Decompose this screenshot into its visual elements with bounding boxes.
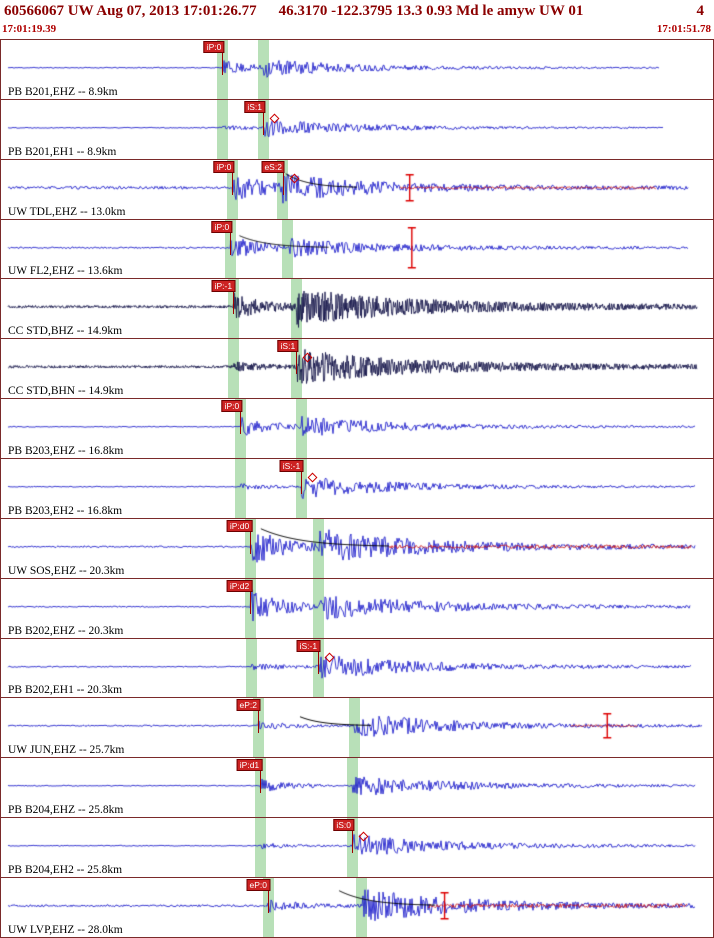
pick-flag[interactable]: iP:0: [203, 41, 225, 53]
waveform-canvas: [1, 159, 713, 219]
waveform-canvas: [1, 518, 713, 578]
trace-label: PB B201,EH1 -- 8.9km: [8, 145, 117, 158]
trace-row[interactable]: iS:1 CC STD,BHN -- 14.9km: [1, 339, 713, 400]
pick-flag[interactable]: eP:2: [236, 699, 261, 712]
waveform-canvas: [1, 878, 713, 937]
waveform-canvas: [1, 219, 713, 279]
waveform-canvas: [1, 459, 713, 518]
pick-overlays: iP:0: [1, 399, 713, 458]
pick-flag[interactable]: iS:1: [244, 100, 266, 113]
pick-flag[interactable]: iP:0: [211, 220, 233, 233]
window-end-time: 17:01:51.78: [656, 23, 711, 35]
pick-flag[interactable]: iS:-1: [279, 460, 304, 473]
waveform-canvas: [1, 698, 713, 758]
pick-flag[interactable]: iP:d1: [236, 759, 263, 772]
waveform-canvas: [1, 99, 713, 159]
window-start-time: 17:01:19.39: [2, 23, 57, 35]
trace-label: UW SOS,EHZ -- 20.3km: [8, 564, 125, 577]
trace-label: PB B201,EHZ -- 8.9km: [8, 85, 118, 98]
trace-row[interactable]: iP:0 PB B203,EHZ -- 16.8km: [1, 399, 713, 460]
pick-overlays: iP:-1: [1, 279, 713, 338]
pick-overlays: iS:1: [1, 339, 713, 398]
trace-row[interactable]: iP:d0 UW SOS,EHZ -- 20.3km: [1, 518, 713, 579]
pick-flag[interactable]: iS:1: [277, 340, 299, 353]
trace-label: PB B204,EH2 -- 25.8km: [8, 864, 123, 877]
trace-label: UW TDL,EHZ -- 13.0km: [8, 205, 126, 218]
waveform-canvas: [1, 279, 713, 339]
waveform-canvas: [1, 339, 713, 399]
waveform-canvas: [1, 818, 713, 878]
title-right-count: 4: [696, 3, 705, 19]
trace-label: CC STD,BHN -- 14.9km: [8, 385, 124, 398]
trace-area: iP:0 PB B201,EHZ -- 8.9km iS:1 PB B201,E…: [0, 39, 714, 938]
trace-label: CC STD,BHZ -- 14.9km: [8, 325, 123, 338]
trace-row[interactable]: iP:d1 PB B204,EHZ -- 25.8km: [1, 758, 713, 819]
trace-label: PB B203,EH2 -- 16.8km: [8, 504, 123, 517]
waveform-canvas: [1, 399, 713, 459]
trace-row[interactable]: iP:0 PB B201,EHZ -- 8.9km: [1, 40, 713, 100]
pick-flag[interactable]: eP:0: [246, 879, 270, 892]
trace-row[interactable]: iS:1 PB B201,EH1 -- 8.9km: [1, 99, 713, 160]
pick-overlays: eP:0: [1, 878, 713, 937]
pick-flag[interactable]: iS:0: [333, 819, 355, 832]
trace-row[interactable]: iP:0 eS:2 UW TDL,EHZ -- 13.0km: [1, 159, 713, 220]
trace-row[interactable]: iS:-1 PB B202,EH1 -- 20.3km: [1, 638, 713, 699]
trace-row[interactable]: iP:d2 PB B202,EHZ -- 20.3km: [1, 578, 713, 639]
waveform-canvas: [1, 758, 713, 818]
event-id-time-text: 60566067 UW Aug 07, 2013 17:01:26.77: [4, 3, 257, 19]
trace-row[interactable]: iP:0 UW FL2,EHZ -- 13.6km: [1, 219, 713, 280]
trace-label: PB B203,EHZ -- 16.8km: [8, 445, 124, 458]
waveform-canvas: [1, 638, 713, 698]
trace-row[interactable]: iS:0 PB B204,EH2 -- 25.8km: [1, 818, 713, 879]
title-bar: 60566067 UW Aug 07, 2013 17:01:26.77 46.…: [0, 0, 714, 22]
waveform-canvas: [1, 40, 713, 99]
trace-row[interactable]: eP:2 UW JUN,EHZ -- 25.7km: [1, 698, 713, 759]
hypocenter-magnitude-text: 46.3170 -122.3795 13.3 0.93 Md le amyw U…: [278, 3, 584, 19]
pick-overlays: iS:-1: [1, 639, 713, 698]
waveform-canvas: [1, 578, 713, 638]
pick-flag[interactable]: iP:0: [213, 160, 235, 173]
pick-flag[interactable]: iS:-1: [296, 639, 321, 652]
trace-label: UW FL2,EHZ -- 13.6km: [8, 265, 123, 278]
trace-label: PB B202,EH1 -- 20.3km: [8, 684, 123, 697]
time-window-bar: 17:01:19.39 17:01:51.78: [0, 22, 714, 39]
trace-row[interactable]: eP:0 UW LVP,EHZ -- 28.0km: [1, 878, 713, 937]
trace-label: UW LVP,EHZ -- 28.0km: [8, 923, 123, 936]
trace-label: PB B204,EHZ -- 25.8km: [8, 804, 124, 817]
pick-flag[interactable]: iP:-1: [211, 280, 236, 293]
pick-flag[interactable]: iP:0: [221, 400, 243, 413]
pick-overlays: iP:0 eS:2: [1, 160, 713, 219]
trace-row[interactable]: iS:-1 PB B203,EH2 -- 16.8km: [1, 459, 713, 519]
pick-flag[interactable]: iP:d2: [226, 579, 253, 592]
pick-flag[interactable]: iP:d0: [226, 519, 253, 532]
trace-label: PB B202,EHZ -- 20.3km: [8, 624, 124, 637]
trace-label: UW JUN,EHZ -- 25.7km: [8, 744, 125, 757]
pick-flag[interactable]: eS:2: [261, 160, 285, 173]
trace-row[interactable]: iP:-1 CC STD,BHZ -- 14.9km: [1, 279, 713, 340]
